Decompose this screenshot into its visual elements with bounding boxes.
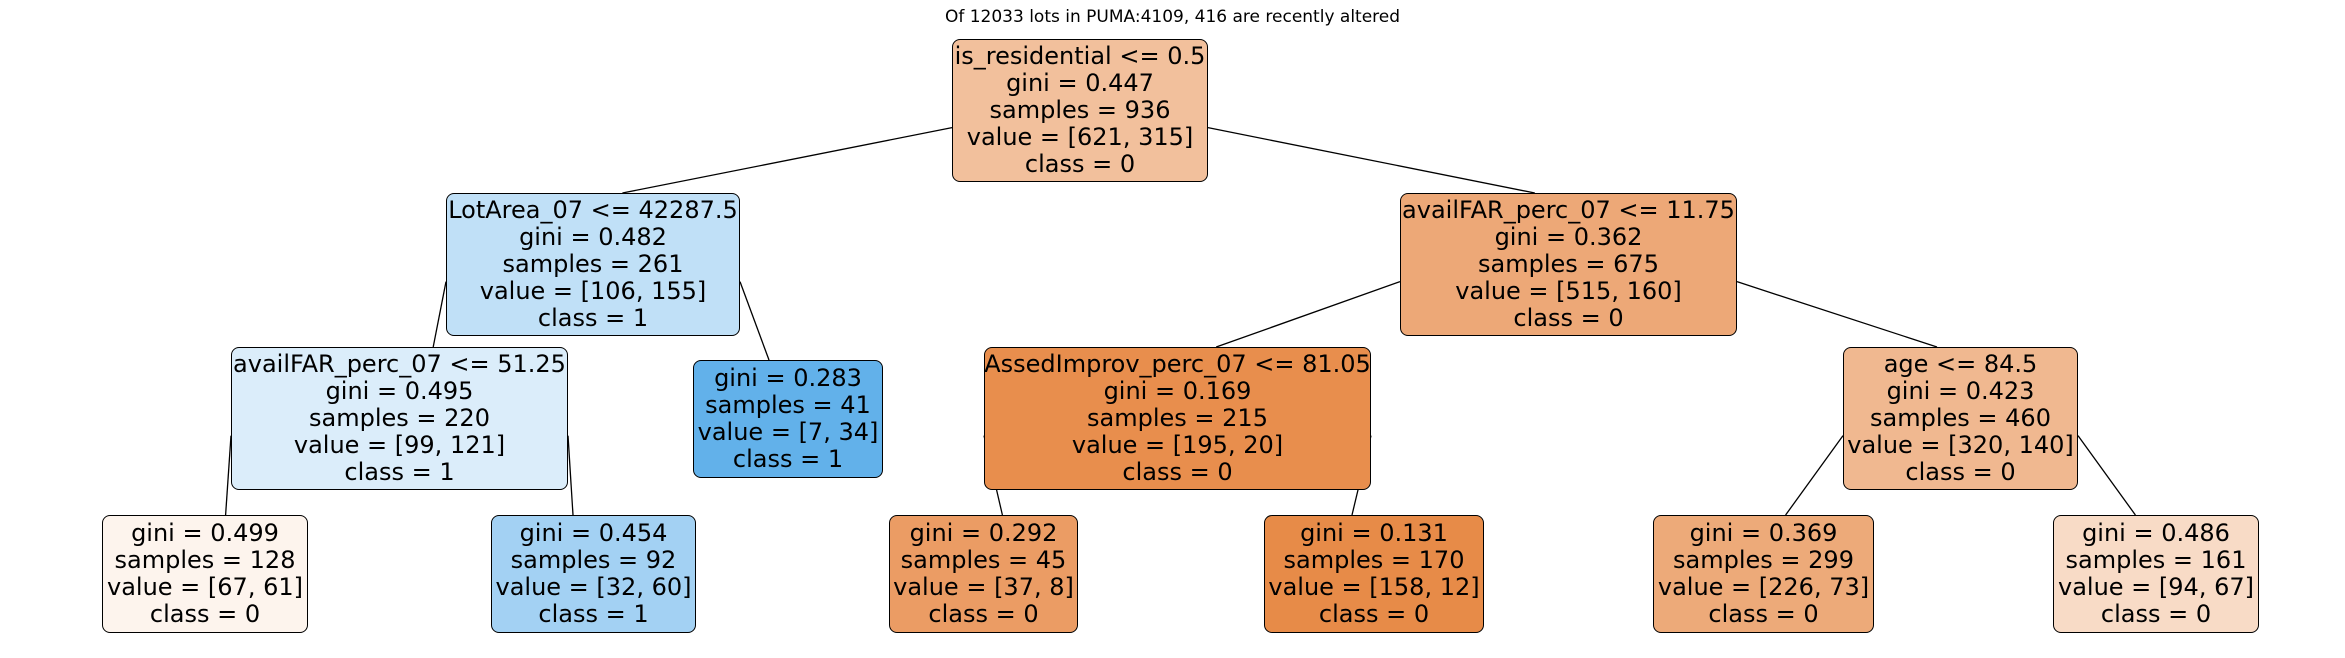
node-line: samples = 220 <box>309 404 490 432</box>
node-line: value = [37, 8] <box>893 573 1074 601</box>
node-line: samples = 261 <box>502 250 684 278</box>
node-line: class = 0 <box>1318 600 1430 628</box>
node-line: gini = 0.454 <box>519 519 668 547</box>
node-line: value = [106, 155] <box>479 277 707 305</box>
tree-node-age: age <= 84.5 gini = 0.423 samples = 460 v… <box>1843 347 2078 490</box>
node-line: availFAR_perc_07 <= 11.75 <box>1402 196 1735 224</box>
node-line: gini = 0.362 <box>1494 223 1643 251</box>
node-line: availFAR_perc_07 <= 51.25 <box>233 350 566 378</box>
node-line: samples = 92 <box>510 546 677 574</box>
node-line: gini = 0.447 <box>1006 69 1154 97</box>
node-line: samples = 299 <box>1673 546 1854 574</box>
tree-leaf: gini = 0.369 samples = 299 value = [226,… <box>1653 515 1874 633</box>
node-line: gini = 0.423 <box>1886 377 2035 405</box>
node-line: samples = 936 <box>989 96 1171 124</box>
tree-edge <box>1207 127 1535 194</box>
node-line: gini = 0.499 <box>131 519 279 547</box>
node-line: samples = 128 <box>114 546 296 574</box>
node-line: value = [226, 73] <box>1657 573 1870 601</box>
tree-leaf: gini = 0.131 samples = 170 value = [158,… <box>1264 515 1484 633</box>
tree-edge <box>432 281 447 348</box>
tree-edge <box>567 435 574 516</box>
tree-leaf: gini = 0.499 samples = 128 value = [67, … <box>102 515 308 633</box>
tree-node-availfar-left: availFAR_perc_07 <= 51.25 gini = 0.495 s… <box>231 347 568 490</box>
tree-node-availfar-right: availFAR_perc_07 <= 11.75 gini = 0.362 s… <box>1400 193 1737 336</box>
node-line: gini = 0.495 <box>325 377 474 405</box>
tree-leaf: gini = 0.486 samples = 161 value = [94, … <box>2053 515 2259 633</box>
node-line: gini = 0.283 <box>714 364 862 392</box>
tree-edge <box>1785 435 1844 516</box>
node-line: class = 0 <box>1024 150 1136 178</box>
node-line: gini = 0.482 <box>519 223 667 251</box>
tree-edge <box>1736 281 1938 348</box>
node-line: gini = 0.486 <box>2082 519 2230 547</box>
node-line: class = 1 <box>344 458 455 486</box>
node-line: class = 1 <box>732 445 844 473</box>
node-line: samples = 161 <box>2065 546 2247 574</box>
node-line: gini = 0.292 <box>909 519 1058 547</box>
node-line: samples = 675 <box>1478 250 1659 278</box>
node-line: value = [158, 12] <box>1268 573 1480 601</box>
node-line: samples = 170 <box>1283 546 1465 574</box>
node-line: value = [195, 20] <box>1071 431 1284 459</box>
diagram-title: Of 12033 lots in PUMA:4109, 416 are rece… <box>944 7 1401 27</box>
node-line: class = 0 <box>1513 304 1624 332</box>
node-line: value = [94, 67] <box>2058 573 2254 601</box>
tree-node-root: is_residential <= 0.5 gini = 0.447 sampl… <box>952 39 1208 182</box>
tree-edge <box>739 281 770 361</box>
node-line: value = [7, 34] <box>697 418 879 446</box>
node-line: samples = 41 <box>705 391 871 419</box>
tree-edge <box>622 127 953 194</box>
node-line: value = [621, 315] <box>966 123 1194 151</box>
tree-node-lotarea: LotArea_07 <= 42287.5 gini = 0.482 sampl… <box>446 193 740 336</box>
node-line: age <= 84.5 <box>1883 350 2038 378</box>
node-line: samples = 45 <box>900 546 1067 574</box>
node-line: class = 1 <box>537 304 649 332</box>
node-line: samples = 460 <box>1870 404 2051 432</box>
node-line: value = [320, 140] <box>1847 431 2074 459</box>
node-line: class = 0 <box>1905 458 2016 486</box>
node-line: samples = 215 <box>1087 404 1268 432</box>
node-line: value = [32, 60] <box>495 573 692 601</box>
node-line: gini = 0.131 <box>1300 519 1448 547</box>
node-line: LotArea_07 <= 42287.5 <box>448 196 738 224</box>
node-line: gini = 0.169 <box>1103 377 1252 405</box>
node-line: AssedImprov_perc_07 <= 81.05 <box>984 350 1371 378</box>
tree-edge <box>2077 435 2136 516</box>
node-line: class = 0 <box>149 600 261 628</box>
tree-edge <box>1215 281 1401 348</box>
node-line: value = [99, 121] <box>293 431 506 459</box>
tree-leaf: gini = 0.283 samples = 41 value = [7, 34… <box>693 360 883 478</box>
node-line: class = 0 <box>928 600 1039 628</box>
node-line: class = 1 <box>538 600 649 628</box>
tree-leaf: gini = 0.454 samples = 92 value = [32, 6… <box>491 515 696 633</box>
node-line: class = 0 <box>1708 600 1819 628</box>
tree-leaf: gini = 0.292 samples = 45 value = [37, 8… <box>889 515 1078 633</box>
node-line: is_residential <= 0.5 <box>954 42 1206 70</box>
node-line: class = 0 <box>1122 458 1233 486</box>
node-line: gini = 0.369 <box>1689 519 1838 547</box>
node-line: value = [67, 61] <box>107 573 303 601</box>
tree-node-assedimprov: AssedImprov_perc_07 <= 81.05 gini = 0.16… <box>984 347 1371 490</box>
node-line: class = 0 <box>2100 600 2212 628</box>
tree-edge <box>224 435 232 516</box>
node-line: value = [515, 160] <box>1455 277 1682 305</box>
